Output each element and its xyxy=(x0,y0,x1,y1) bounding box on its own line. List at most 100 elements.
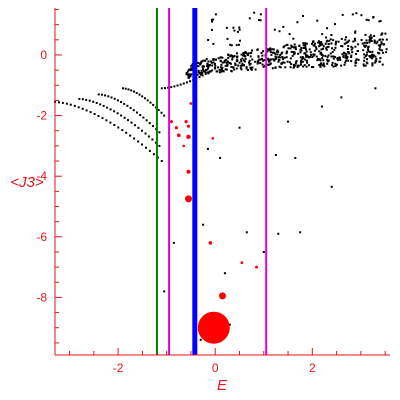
data-point-black xyxy=(302,65,305,68)
data-point-black xyxy=(310,53,312,56)
data-point-red xyxy=(174,126,178,130)
data-point-black xyxy=(295,60,298,63)
data-point-black xyxy=(81,107,84,110)
data-point-black xyxy=(344,38,347,41)
y-tick-label: -4 xyxy=(36,169,47,183)
data-point-black xyxy=(335,40,338,43)
data-point-black xyxy=(368,35,371,38)
data-point-black xyxy=(332,57,335,60)
data-point-black xyxy=(198,72,201,75)
data-point-black xyxy=(102,104,105,107)
data-point-black xyxy=(227,56,230,59)
data-point-black xyxy=(191,64,193,67)
data-point-black xyxy=(302,44,305,47)
data-point-black xyxy=(125,131,128,134)
data-point-black xyxy=(385,51,388,54)
data-point-black xyxy=(185,81,188,84)
data-point-black xyxy=(235,67,238,70)
data-point-black xyxy=(305,55,308,58)
data-point-black xyxy=(241,57,244,60)
data-point-black xyxy=(318,41,321,44)
data-point-black xyxy=(127,119,129,122)
data-point-black xyxy=(344,56,347,59)
data-point-black xyxy=(257,55,260,58)
data-point-black xyxy=(347,59,350,62)
data-point-black xyxy=(292,37,295,40)
data-point-black xyxy=(327,59,330,62)
data-point-black xyxy=(355,52,357,55)
data-point-black xyxy=(136,111,138,114)
data-point-black xyxy=(134,124,136,127)
data-point-red xyxy=(186,169,191,174)
data-point-black xyxy=(322,63,325,65)
data-point-black xyxy=(319,43,322,46)
data-point-black xyxy=(322,59,325,62)
data-point-black xyxy=(288,61,291,64)
data-point-black xyxy=(302,15,304,17)
data-point-black xyxy=(271,48,274,51)
data-point-black xyxy=(326,46,329,49)
data-point-black xyxy=(269,62,272,65)
data-point-black xyxy=(152,125,154,128)
data-point-black xyxy=(189,68,192,71)
data-point-black xyxy=(312,53,315,56)
data-point-black xyxy=(331,64,334,67)
data-point-black xyxy=(373,41,376,44)
data-point-black xyxy=(235,59,238,62)
data-point-black xyxy=(279,66,282,69)
data-point-black xyxy=(330,42,333,45)
data-point-black xyxy=(315,55,318,58)
data-point-black xyxy=(289,66,292,69)
data-point-black xyxy=(268,60,270,63)
data-point-black xyxy=(354,31,357,34)
data-point-black xyxy=(362,49,365,52)
data-point-black xyxy=(249,52,252,55)
data-point-black xyxy=(293,52,296,55)
data-point-black xyxy=(245,52,247,54)
data-point-red xyxy=(255,265,258,269)
data-point-black xyxy=(158,144,161,147)
data-point-black xyxy=(312,54,315,57)
data-point-black xyxy=(267,58,269,61)
data-point-black xyxy=(219,157,222,159)
data-point-black xyxy=(304,46,306,49)
data-point-black xyxy=(203,70,206,73)
data-point-black xyxy=(371,53,374,56)
data-point-black xyxy=(348,52,351,55)
data-point-black xyxy=(239,39,241,42)
data-point-black xyxy=(322,45,325,48)
data-point-black xyxy=(158,131,161,134)
data-point-black xyxy=(346,56,349,58)
data-point-black xyxy=(289,57,292,60)
data-point-black xyxy=(384,32,387,35)
data-point-black xyxy=(313,53,316,56)
data-point-black xyxy=(277,60,280,63)
data-point-black xyxy=(254,68,257,71)
data-point-black xyxy=(206,147,209,150)
data-point-black xyxy=(200,60,203,63)
data-point-black xyxy=(122,87,124,90)
data-point-black xyxy=(374,87,377,90)
data-point-black xyxy=(296,21,299,24)
data-point-black xyxy=(186,70,189,73)
data-point-black xyxy=(352,40,355,43)
data-point-black xyxy=(305,54,307,57)
data-point-black xyxy=(300,63,302,66)
data-point-black xyxy=(309,51,312,54)
data-point-black xyxy=(146,99,149,102)
data-point-black xyxy=(365,44,368,47)
data-point-black xyxy=(101,117,104,120)
data-point-black xyxy=(331,51,334,53)
data-point-black xyxy=(258,58,261,61)
data-point-black xyxy=(282,61,285,64)
data-point-black xyxy=(354,61,357,64)
data-point-black xyxy=(306,54,309,57)
data-point-black xyxy=(285,44,288,47)
data-point-black xyxy=(188,76,191,79)
data-point-black xyxy=(336,63,338,66)
data-point-black xyxy=(320,41,323,44)
data-point-black xyxy=(262,65,265,68)
data-point-black xyxy=(219,66,222,69)
data-point-black xyxy=(261,54,264,57)
data-point-black xyxy=(239,64,242,67)
